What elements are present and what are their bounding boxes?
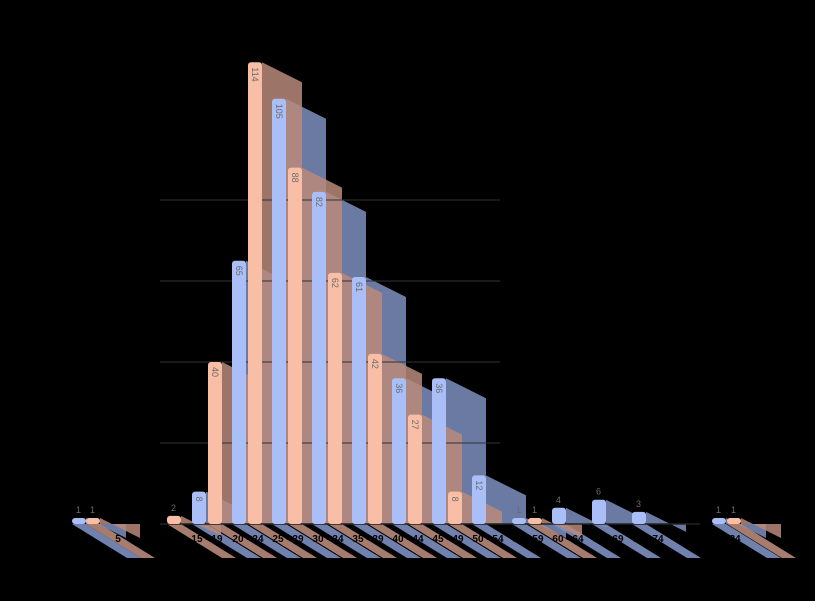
floor-shadow xyxy=(368,524,437,558)
x-tick-label: 50 - 54 xyxy=(472,534,504,545)
x-tick-label: 75 xyxy=(674,534,686,545)
bar-salmon xyxy=(727,518,741,524)
floor-shadow xyxy=(248,524,317,558)
floor-shadow xyxy=(208,524,277,558)
floor-shadow xyxy=(408,524,477,558)
bar-blue xyxy=(72,518,86,524)
floor-shadow xyxy=(512,524,581,558)
bar-value-label: 1 xyxy=(532,505,537,515)
x-tick-label: 35 - 39 xyxy=(352,534,384,545)
bar-value-label: 1 xyxy=(76,505,81,515)
bar-blue xyxy=(632,511,646,524)
x-tick-label: 15 - 19 xyxy=(191,534,223,545)
floor-shadow xyxy=(392,524,461,558)
bar-shadow xyxy=(181,515,221,536)
x-tick-label: 70 - 74 xyxy=(632,534,664,545)
bar-salmon xyxy=(448,491,462,524)
bar-blue xyxy=(432,378,446,524)
x-tick-label: 5 xyxy=(115,534,121,545)
bar-value-label: 61 xyxy=(354,282,364,292)
bar-value-label: 1 xyxy=(731,505,736,515)
x-tick-label: 20 - 24 xyxy=(232,534,264,545)
x-tick-label: 84 xyxy=(729,534,741,545)
floor-shadow xyxy=(552,524,621,558)
x-tick-label: 40 - 44 xyxy=(392,534,424,545)
bar-value-label: 2 xyxy=(171,503,176,513)
x-tick-label: 60 - 64 xyxy=(552,534,584,545)
floor-shadow xyxy=(312,524,381,558)
floor-shadow xyxy=(328,524,397,558)
bar-salmon xyxy=(86,518,100,524)
x-tick-label: 55 - 59 xyxy=(512,534,544,545)
floor-shadow xyxy=(232,524,301,558)
bar-value-label: 8 xyxy=(194,497,204,502)
x-tick-label: 45 - 49 xyxy=(432,534,464,545)
bar-value-label: 40 xyxy=(210,367,220,377)
bar-value-label: 36 xyxy=(394,383,404,393)
bar-salmon xyxy=(167,515,181,524)
floor-shadow xyxy=(448,524,517,558)
x-tick-label: 30 - 34 xyxy=(312,534,344,545)
floor-shadow xyxy=(432,524,501,558)
bar-value-label: 3 xyxy=(636,499,641,509)
x-tick-label: 65 - 69 xyxy=(592,534,624,545)
floor-shadow xyxy=(528,524,597,558)
floor-shadow xyxy=(352,524,421,558)
bar-shadow xyxy=(646,511,686,532)
floor-shadow xyxy=(592,524,661,558)
bar-value-label: 12 xyxy=(474,480,484,490)
x-axis-tick-labels: 5 15 - 19 20 - 24 25 - 29 30 - 34 35 - 39 40 -… xyxy=(115,534,741,545)
floor-shadow xyxy=(272,524,341,558)
bar-shadow xyxy=(542,518,582,538)
bar-blue xyxy=(192,491,206,524)
bar-salmon xyxy=(528,518,542,524)
floor-shadow xyxy=(167,524,236,558)
bar-value-label: 42 xyxy=(370,359,380,369)
bar-blue xyxy=(272,98,286,524)
floor-shadow xyxy=(727,524,796,558)
bar-salmon xyxy=(288,167,302,524)
floor-shadow xyxy=(712,524,781,558)
bar-blue xyxy=(592,499,606,524)
floor-shadow xyxy=(72,524,141,558)
bar-value-label: 105 xyxy=(274,104,284,119)
bar-value-label: 82 xyxy=(314,197,324,207)
bar-salmon xyxy=(408,414,422,524)
bar-salmon xyxy=(368,353,382,524)
bar-value-label: 27 xyxy=(410,420,420,430)
bar-salmon xyxy=(208,362,222,524)
bar-blue xyxy=(352,276,366,524)
bar-salmon xyxy=(328,272,342,524)
floor-shadow xyxy=(86,524,155,558)
bar-blue xyxy=(552,507,566,524)
floor-shadow xyxy=(632,524,701,558)
bar-value-label: 8 xyxy=(450,497,460,502)
floor-shadow xyxy=(472,524,541,558)
bar-blue xyxy=(472,475,486,524)
bar-blue xyxy=(712,518,726,524)
bar-shadow xyxy=(741,518,781,538)
bar-blue xyxy=(232,260,246,524)
bar-shadow xyxy=(100,518,140,538)
bar-value-label: 4 xyxy=(556,495,561,505)
bar-value-label: 1 xyxy=(516,505,521,515)
bar-value-label: 114 xyxy=(250,67,260,81)
bar-blue xyxy=(392,378,406,524)
bar-value-label: 1 xyxy=(716,505,721,515)
bar-blue xyxy=(312,191,326,524)
bar-value-label: 65 xyxy=(234,266,244,276)
bar-value-label: 1 xyxy=(90,505,95,515)
bar-salmon xyxy=(248,62,262,525)
bar-blue xyxy=(512,518,526,524)
bar-value-label: 6 xyxy=(596,487,601,497)
bar-value-label: 36 xyxy=(434,383,444,393)
floor-shadow xyxy=(288,524,357,558)
bar-value-label: 88 xyxy=(290,173,300,183)
floor-shadow xyxy=(192,524,261,558)
x-tick-label: 25 - 29 xyxy=(272,534,304,545)
bar-value-label: 62 xyxy=(330,278,340,288)
